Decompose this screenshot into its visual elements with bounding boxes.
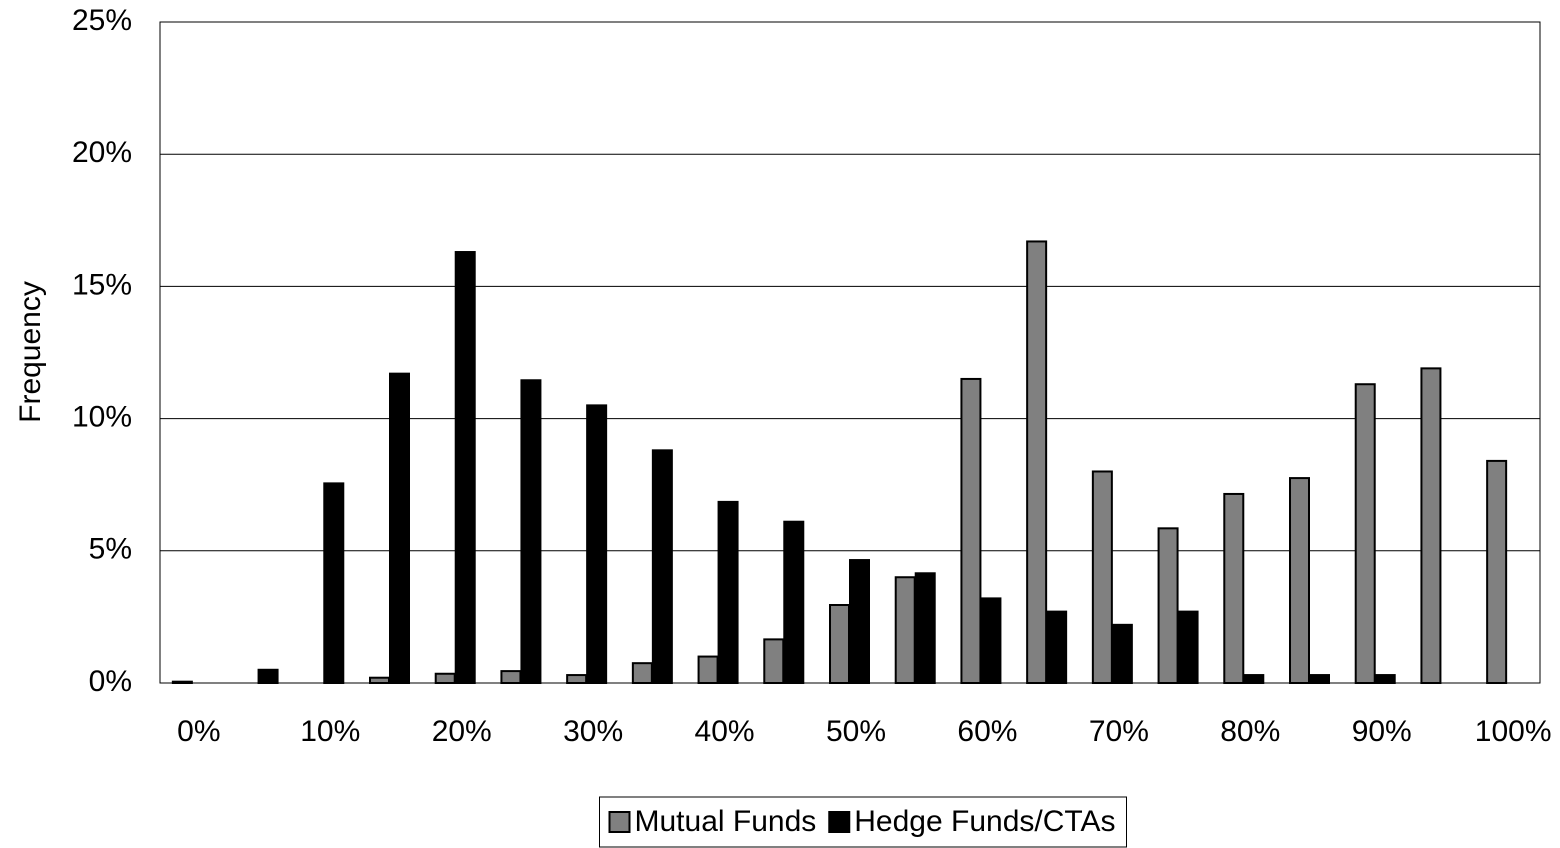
x-tick-label: 80% [1220, 715, 1280, 748]
bar [1486, 459, 1508, 684]
legend-swatch [608, 811, 631, 833]
legend-label: Mutual Funds [635, 805, 817, 838]
bar [783, 520, 805, 684]
bar [1420, 367, 1442, 684]
bar [1046, 610, 1068, 684]
x-tick-label: 70% [1089, 715, 1149, 748]
x-tick-label: 60% [957, 715, 1017, 748]
bar [1309, 674, 1330, 684]
bar [1243, 674, 1265, 684]
bar [454, 251, 476, 684]
bar [323, 482, 345, 684]
bar [829, 604, 850, 685]
y-axis-title: Frequency [14, 281, 47, 423]
bar [500, 670, 522, 684]
x-tick-label: 30% [563, 715, 623, 748]
bar [1223, 492, 1245, 685]
x-tick-label: 10% [300, 715, 360, 748]
bar [1091, 470, 1113, 685]
legend-box [599, 796, 1127, 848]
y-tick-label: 25% [72, 4, 132, 37]
x-tick-label: 40% [695, 715, 755, 748]
x-tick-label: 100% [1475, 715, 1552, 748]
y-tick-label: 10% [72, 401, 132, 434]
y-tick-label: 0% [89, 665, 132, 698]
bar [763, 638, 785, 685]
bar [586, 404, 608, 684]
bar [960, 377, 982, 684]
bar [434, 672, 456, 684]
bar [1354, 383, 1376, 684]
bar [631, 662, 653, 684]
bar [651, 449, 673, 684]
x-tick-label: 90% [1352, 715, 1412, 748]
bar [257, 668, 279, 685]
bar [980, 597, 1002, 685]
x-tick-label: 50% [826, 715, 886, 748]
bar [1374, 674, 1396, 684]
bar [520, 379, 542, 684]
bar [1157, 527, 1179, 684]
bar [717, 500, 739, 684]
bar [914, 572, 936, 684]
bar [389, 372, 410, 684]
bar [697, 655, 719, 684]
bar [171, 680, 193, 684]
x-tick-label: 20% [432, 715, 492, 748]
bar [894, 576, 916, 684]
legend-label: Hedge Funds/CTAs [854, 805, 1115, 838]
legend-swatch [828, 811, 851, 833]
bar [1177, 610, 1199, 684]
bar [1289, 477, 1310, 684]
bar [1026, 240, 1048, 684]
y-tick-label: 20% [72, 136, 132, 169]
y-tick-label: 15% [72, 268, 132, 301]
bar [849, 559, 870, 685]
bar [566, 674, 588, 684]
y-tick-label: 5% [89, 533, 132, 566]
bar [369, 676, 390, 684]
bar [1111, 623, 1133, 684]
x-tick-label: 0% [177, 715, 220, 748]
